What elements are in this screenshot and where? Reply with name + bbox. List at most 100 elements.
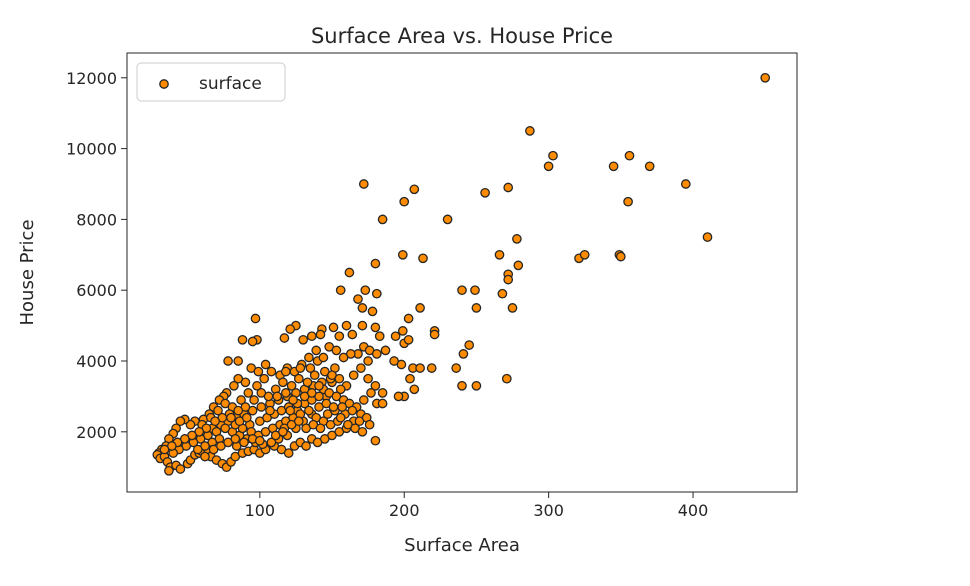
data-point (525, 126, 535, 136)
data-point (272, 391, 283, 402)
data-point (293, 416, 304, 427)
data-point (409, 384, 420, 395)
data-point (280, 366, 291, 377)
x-tick-label: 300 (533, 501, 564, 520)
data-point (334, 331, 345, 342)
data-point (249, 395, 259, 405)
data-point (370, 435, 381, 446)
data-point (243, 388, 254, 398)
data-point (501, 373, 512, 384)
data-point (247, 336, 258, 347)
data-point (457, 380, 467, 391)
x-axis: 100 200 300 400 (245, 492, 709, 520)
legend-marker (159, 79, 169, 89)
data-point (347, 329, 358, 340)
data-point (328, 402, 339, 412)
data-point (348, 370, 359, 381)
data-point (298, 334, 309, 345)
data-point (458, 349, 469, 359)
data-point (760, 72, 771, 83)
data-point (380, 345, 391, 356)
data-point (254, 435, 265, 446)
y-axis: 2000 4000 6000 8000 10000 12000 (66, 69, 127, 442)
data-point (309, 370, 320, 381)
data-point (305, 363, 316, 373)
data-point (304, 352, 314, 363)
data-point (265, 405, 275, 416)
data-point (363, 356, 373, 366)
data-point (356, 363, 366, 373)
data-point (389, 356, 399, 366)
data-point (399, 196, 410, 207)
data-point (357, 320, 368, 331)
data-point (175, 416, 186, 427)
data-point (331, 345, 342, 356)
data-point (680, 179, 691, 189)
data-point (345, 349, 356, 359)
data-point (512, 234, 522, 244)
data-point (360, 285, 371, 296)
data-point (366, 388, 376, 398)
data-point (470, 285, 480, 296)
data-point (480, 187, 490, 198)
data-point (237, 334, 248, 345)
legend-label: surface (199, 74, 262, 94)
data-point (335, 384, 346, 395)
x-tick-label: 200 (389, 501, 420, 520)
data-point (405, 373, 415, 384)
data-point (200, 451, 210, 462)
data-point (494, 249, 505, 260)
data-point (364, 419, 375, 430)
data-point (233, 405, 244, 416)
data-point (358, 395, 369, 405)
data-point (250, 313, 261, 324)
data-point (159, 444, 170, 455)
data-point (266, 366, 277, 377)
data-point (226, 412, 236, 423)
y-tick-label: 10000 (66, 140, 117, 159)
y-tick-label: 6000 (76, 281, 117, 300)
data-point (252, 380, 262, 391)
y-tick-label: 8000 (76, 210, 117, 229)
data-point (513, 260, 524, 271)
data-point (409, 184, 420, 195)
data-point (334, 373, 345, 384)
data-point (306, 388, 317, 398)
data-point (285, 405, 296, 416)
data-point (418, 253, 428, 264)
data-point (426, 363, 437, 373)
data-point (429, 329, 440, 340)
data-point (403, 313, 414, 324)
data-point (233, 356, 244, 366)
data-point (403, 334, 414, 345)
data-point (374, 331, 385, 342)
data-point (397, 326, 408, 336)
data-point (285, 324, 296, 334)
data-point (311, 345, 322, 356)
data-point (451, 363, 462, 373)
x-tick-label: 400 (678, 501, 709, 520)
data-point (442, 214, 453, 225)
data-point (220, 423, 231, 434)
data-point (328, 322, 339, 333)
data-point (233, 373, 244, 384)
data-point (241, 412, 252, 423)
legend: surface (136, 62, 286, 102)
data-point (301, 441, 311, 451)
data-point (230, 434, 241, 444)
data-point (644, 161, 655, 172)
data-point (279, 333, 290, 343)
y-tick-label: 2000 (76, 423, 117, 442)
data-point (367, 306, 378, 317)
data-point (371, 349, 382, 359)
data-point (306, 331, 317, 342)
data-point (229, 380, 239, 391)
y-tick-label: 4000 (76, 352, 117, 371)
data-point (371, 288, 382, 299)
data-point (341, 320, 352, 331)
data-point (507, 303, 518, 313)
data-point (497, 288, 508, 299)
data-point (347, 405, 358, 416)
data-point (464, 340, 475, 350)
